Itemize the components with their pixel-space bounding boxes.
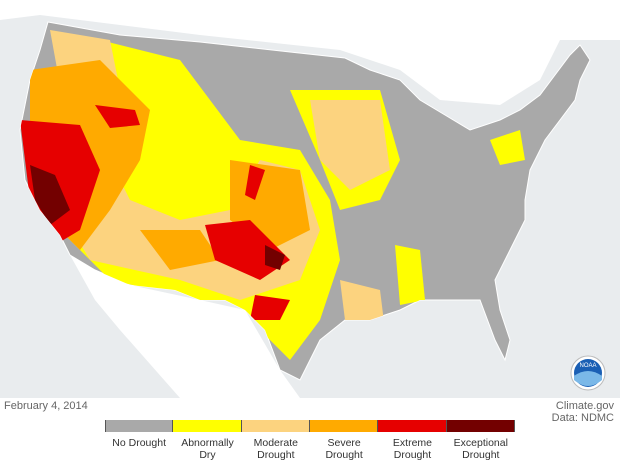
drought-area bbox=[95, 105, 140, 128]
logo-text: NOAA bbox=[579, 363, 596, 369]
date: February 4, 2014 bbox=[4, 400, 88, 412]
drought-area bbox=[340, 280, 385, 330]
legend-item: No Drought bbox=[105, 420, 174, 461]
legend-swatch bbox=[105, 420, 174, 432]
drought-area bbox=[395, 245, 425, 305]
legend-item: Exceptional Drought bbox=[446, 420, 515, 461]
legend-item: Severe Drought bbox=[309, 420, 379, 461]
drought-area bbox=[310, 100, 390, 190]
drought-map: NOAA bbox=[0, 0, 620, 398]
credit: Data: NDMC bbox=[551, 412, 614, 424]
legend-label: No Drought bbox=[112, 437, 166, 449]
drought-area bbox=[245, 165, 265, 200]
legend-label: Moderate Drought bbox=[253, 437, 298, 461]
noaa-logo: NOAA bbox=[570, 355, 606, 391]
drought-area bbox=[250, 295, 290, 320]
drought-area bbox=[265, 245, 285, 270]
legend-item: Extreme Drought bbox=[378, 420, 447, 461]
legend-label: Severe Drought bbox=[325, 437, 363, 461]
mexico bbox=[70, 255, 300, 398]
legend-label: Exceptional Drought bbox=[453, 437, 508, 461]
canada bbox=[0, 0, 620, 105]
legend-swatch bbox=[173, 420, 242, 432]
legend-swatch bbox=[446, 420, 515, 432]
legend: No Drought Abnormally Dry Moderate Drought… bbox=[105, 420, 515, 461]
legend-swatch bbox=[309, 420, 379, 432]
credit: Climate.gov bbox=[555, 400, 614, 412]
legend-swatch bbox=[378, 420, 447, 432]
drought-area bbox=[490, 130, 525, 165]
legend-label: Extreme Drought bbox=[392, 437, 433, 461]
drought-area bbox=[30, 165, 70, 225]
legend-item: Abnormally Dry bbox=[173, 420, 242, 461]
legend-swatch bbox=[241, 420, 310, 432]
legend-label: Abnormally Dry bbox=[181, 437, 234, 461]
legend-item: Moderate Drought bbox=[241, 420, 310, 461]
drought-area bbox=[140, 230, 220, 270]
